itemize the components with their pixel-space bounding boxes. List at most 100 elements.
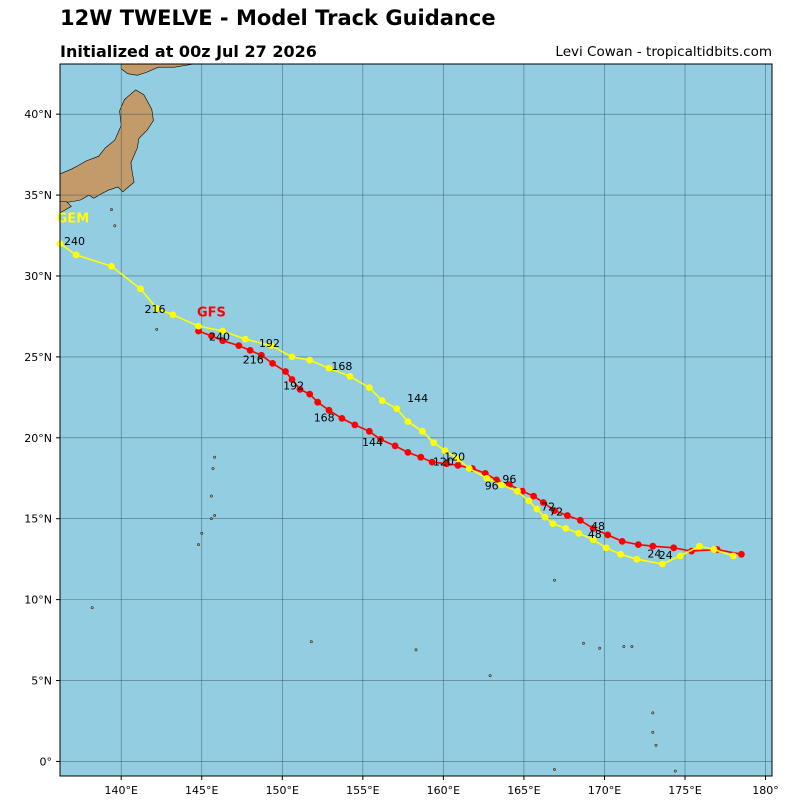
gfs-track-point: [634, 541, 642, 548]
islet: [488, 674, 492, 678]
gem-track-point: [659, 560, 666, 568]
gfs-track-point: [443, 460, 450, 468]
gfs-hour-label: 24: [647, 548, 661, 561]
gfs-hour-label: 72: [549, 506, 563, 519]
gfs-track-point: [551, 507, 558, 514]
gem-track-point: [533, 505, 541, 513]
gfs-track-point: [738, 550, 745, 558]
gem-track-point: [346, 372, 354, 380]
lat-lon-grid: [60, 64, 772, 776]
longitude-tick-label: 155°E: [346, 784, 379, 797]
gem-model-label: GEM: [57, 212, 90, 227]
longitude-tick-label: 175°E: [668, 784, 701, 797]
model-name-labels: GFS GEM: [57, 212, 226, 321]
islet: [113, 224, 117, 228]
gem-hour-label: 192: [259, 337, 280, 350]
gem-track-point: [633, 555, 641, 563]
gem-hour-label: 216: [145, 303, 166, 316]
gem-track-point: [465, 465, 473, 472]
map-frame: [59, 63, 773, 777]
gfs-hour-label: 240: [209, 331, 230, 344]
gem-track-point: [696, 542, 703, 550]
gem-track-point: [575, 529, 583, 537]
gem-track-point: [430, 439, 438, 447]
gfs-track-point: [417, 453, 425, 461]
gfs-track-point: [670, 544, 678, 552]
gfs-track-point: [377, 436, 384, 443]
gfs-track-point: [325, 406, 333, 414]
gfs-track-point: [576, 516, 584, 524]
islet: [197, 543, 200, 547]
gfs-track-point: [391, 442, 399, 450]
gem-track-point: [325, 364, 333, 372]
islet: [110, 208, 113, 212]
islet: [213, 455, 217, 459]
islet: [654, 743, 658, 747]
gfs-track-point: [365, 427, 373, 435]
gem-track-point: [306, 356, 314, 364]
gem-track-point: [153, 304, 161, 312]
islet: [651, 711, 655, 715]
gem-track-point: [441, 447, 449, 455]
latitude-tick-label: 5°N: [31, 675, 52, 688]
longitude-tick-label: 180°: [752, 784, 779, 797]
gfs-track-point: [235, 342, 243, 349]
longitude-tick-label: 145°E: [185, 784, 218, 797]
gem-track-point: [404, 418, 412, 425]
gem-track-point: [602, 544, 610, 552]
gfs-hour-label: 96: [485, 480, 499, 493]
gfs-hour-label: 144: [362, 436, 383, 449]
gfs-track-point: [296, 385, 304, 393]
honshu-landmass: [59, 89, 154, 204]
islet: [582, 641, 585, 645]
longitude-tick-label: 160°E: [427, 784, 460, 797]
gem-track-point: [378, 397, 386, 404]
gem-track-point: [729, 552, 737, 560]
gem-track-point: [241, 335, 249, 343]
islet: [209, 494, 213, 498]
gem-track-point: [483, 474, 491, 482]
gem-hour-label: 144: [407, 392, 428, 405]
gem-hour-label: 240: [64, 235, 85, 248]
longitude-tick-label: 150°E: [266, 784, 299, 797]
gfs-track-point: [258, 351, 265, 359]
latitude-tick-label: 20°N: [24, 432, 52, 445]
gfs-track-point: [564, 512, 571, 519]
gem-track-point: [195, 322, 202, 330]
islet: [598, 646, 602, 650]
gfs-hour-label: 48: [588, 528, 602, 541]
gem-track-point: [589, 536, 597, 544]
gfs-track-point: [351, 421, 359, 429]
forecast-hour-labels: 24 48 72 96 120 144 168 192 216 240 24 48 72 96 120 144…: [64, 235, 673, 562]
gem-track-point: [617, 550, 624, 558]
gfs-track-point: [195, 327, 202, 335]
latitude-tick-label: 35°N: [24, 189, 52, 202]
latitude-tick-label: 10°N: [24, 594, 52, 607]
gfs-track-point: [246, 347, 254, 354]
islet: [622, 645, 626, 648]
gem-track-point: [676, 552, 684, 560]
gfs-track-point: [530, 492, 537, 500]
islet: [553, 768, 556, 771]
islet: [651, 730, 655, 734]
gem-track-point: [525, 497, 533, 505]
ocean-background: [60, 64, 772, 776]
map-subtitle: Initialized at 00z Jul 27 2026: [60, 42, 317, 61]
gfs-track-point: [269, 360, 276, 367]
gfs-track-point: [649, 542, 657, 550]
gfs-hour-label: 168: [314, 412, 335, 425]
gem-hour-label: 72: [541, 501, 555, 514]
islet: [414, 648, 418, 652]
gem-track-point: [365, 384, 373, 391]
gem-track-point: [541, 513, 549, 521]
islet: [630, 645, 634, 648]
gem-track-point: [498, 481, 505, 489]
gem-hour-label: 96: [502, 473, 516, 486]
latitude-tick-label: 0°: [40, 755, 53, 768]
gfs-track-point: [208, 332, 215, 340]
gem-hour-label: 168: [331, 360, 352, 373]
gfs-track-point: [306, 390, 314, 398]
gfs-track-point: [454, 461, 462, 469]
gem-track-point: [549, 520, 557, 527]
